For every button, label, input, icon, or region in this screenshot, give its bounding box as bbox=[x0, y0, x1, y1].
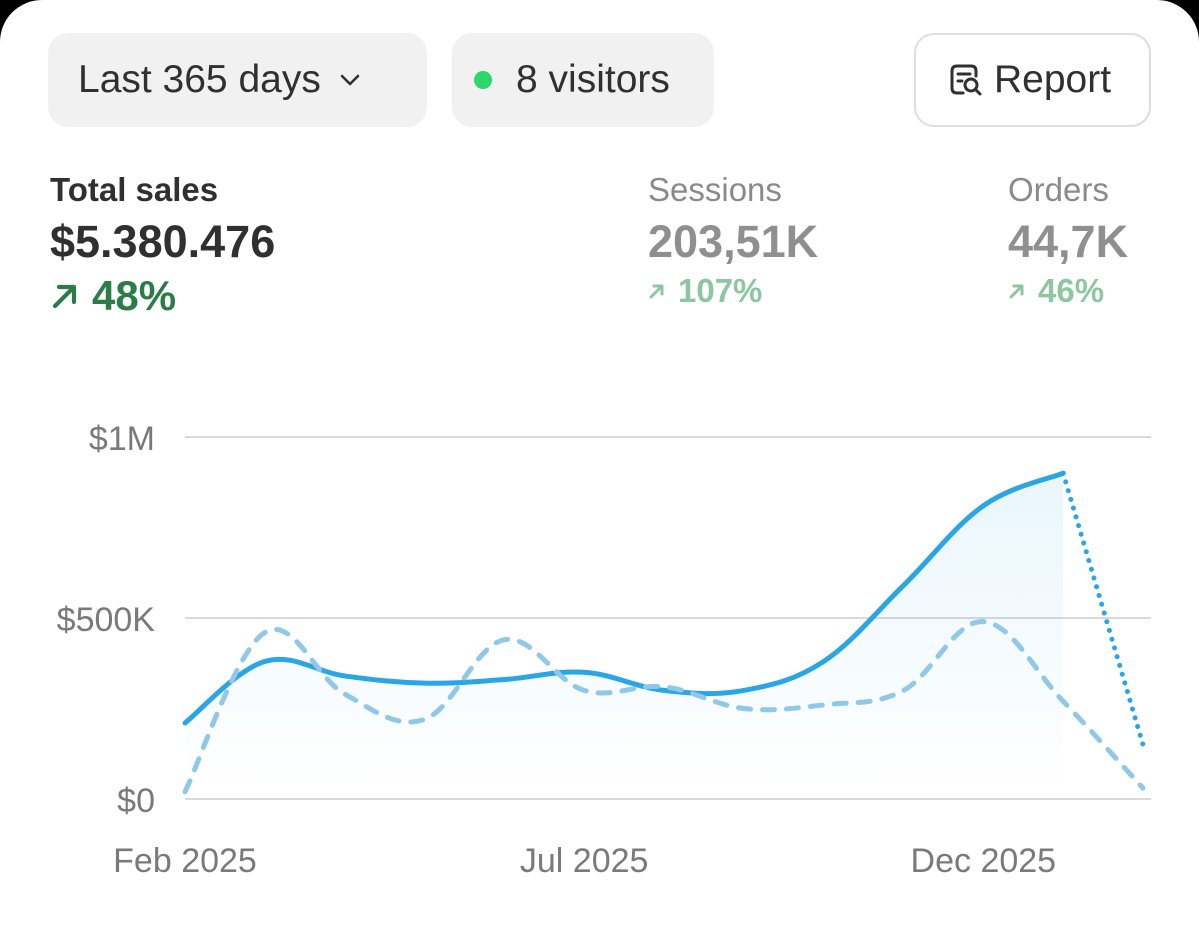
report-button[interactable]: Report bbox=[914, 33, 1151, 127]
x-tick-label: Feb 2025 bbox=[113, 842, 257, 880]
total-sales-value: $5.380.476 bbox=[50, 216, 276, 267]
live-visitors-button[interactable]: 8 visitors bbox=[452, 33, 714, 127]
total-sales-change: 48% bbox=[50, 272, 275, 320]
total-sales-metric[interactable]: Total sales $5.380.476 48% bbox=[50, 168, 275, 320]
visitors-count: 8 visitors bbox=[516, 58, 670, 101]
orders-change: 46% bbox=[1008, 272, 1128, 310]
current-period-area bbox=[185, 473, 1064, 799]
orders-value: 44,7K bbox=[1008, 216, 1129, 267]
orders-metric[interactable]: Orders 44,7K 46% bbox=[1008, 168, 1128, 310]
orders-label: Orders bbox=[1008, 171, 1109, 208]
y-tick-label: $500K bbox=[57, 601, 156, 639]
sessions-change: 107% bbox=[648, 272, 818, 310]
y-tick-label: $1M bbox=[89, 420, 155, 458]
arrow-up-right-icon bbox=[52, 284, 77, 309]
current-period-line bbox=[182, 470, 1066, 726]
sessions-change-value: 107% bbox=[678, 272, 763, 309]
sales-line-chart[interactable]: $0 $500K $1M Feb 2025 Jul 2025 Dec 2025 bbox=[0, 400, 1199, 919]
sessions-value: 203,51K bbox=[648, 216, 819, 267]
y-tick-label: $0 bbox=[117, 782, 155, 820]
arrow-up-right-icon bbox=[1009, 284, 1024, 299]
live-status-dot-icon bbox=[474, 71, 492, 89]
x-tick-label: Jul 2025 bbox=[520, 842, 649, 880]
total-sales-label: Total sales bbox=[50, 171, 219, 208]
chevron-down-icon bbox=[339, 73, 361, 87]
report-search-icon bbox=[946, 61, 984, 99]
arrow-up-right-icon bbox=[649, 284, 664, 299]
current-period-incomplete-line bbox=[1060, 470, 1146, 748]
orders-change-value: 46% bbox=[1038, 272, 1105, 309]
comparison-period-line bbox=[182, 619, 1146, 795]
date-range-label: Last 365 days bbox=[78, 58, 321, 101]
sessions-label: Sessions bbox=[648, 171, 782, 208]
report-label: Report bbox=[994, 58, 1112, 101]
date-range-dropdown[interactable]: Last 365 days bbox=[48, 33, 427, 127]
x-tick-label: Dec 2025 bbox=[911, 842, 1057, 880]
sessions-metric[interactable]: Sessions 203,51K 107% bbox=[648, 168, 818, 310]
total-sales-change-value: 48% bbox=[92, 272, 177, 319]
